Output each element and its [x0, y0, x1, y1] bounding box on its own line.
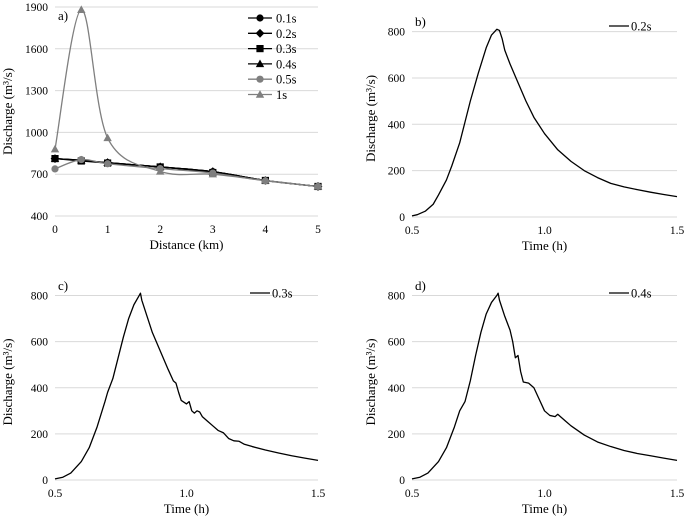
data-point — [313, 182, 323, 190]
x-tick-label: 2 — [157, 224, 163, 236]
y-tick-label: 400 — [388, 119, 406, 131]
x-tick-label: 1.0 — [537, 488, 552, 500]
y-axis-label: Discharge (m³/s) — [0, 68, 15, 155]
y-axis-label: Discharge (m³/s) — [0, 338, 15, 425]
x-tick-label: 1.0 — [537, 225, 552, 237]
data-point — [261, 176, 270, 184]
y-tick-label: 0 — [42, 475, 48, 487]
legend-marker — [256, 75, 264, 83]
data-point — [208, 169, 217, 178]
data-point — [77, 155, 85, 164]
y-tick-label: 0 — [399, 212, 405, 224]
y-tick-label: 200 — [31, 429, 49, 441]
series-line-0.4s — [411, 292, 678, 480]
panel-label: d) — [415, 278, 426, 293]
legend-marker — [256, 45, 264, 53]
y-tick-label: 700 — [31, 169, 49, 181]
x-tick-label: 3 — [210, 224, 216, 236]
y-tick-label: 600 — [388, 73, 406, 85]
legend-label: 0.5s — [276, 73, 297, 87]
x-tick-label: 0 — [52, 224, 58, 236]
x-tick-label: 1 — [105, 224, 111, 236]
chart-panel-d: 0 200 400 600 800 0.5 1.0 1.5 Time (h) Discharge … — [363, 278, 684, 516]
legend-label: 0.1s — [276, 12, 297, 26]
series-line-0.3s — [54, 292, 319, 480]
y-tick-label: 600 — [388, 337, 406, 349]
y-tick-label: 400 — [31, 383, 49, 395]
legend-marker — [256, 14, 264, 22]
panel-label: b) — [415, 14, 426, 29]
x-axis-label: Time (h) — [522, 238, 567, 253]
data-point — [103, 133, 112, 142]
data-point — [104, 160, 112, 168]
x-tick-label: 5 — [315, 224, 321, 236]
legend-label: 1s — [276, 88, 287, 102]
legend-marker — [255, 28, 265, 38]
x-tick-label: 1.5 — [311, 488, 326, 500]
chart-panel-a: 400 700 1000 1300 1600 1900 0 1 2 3 4 5 Distance (km… — [0, 2, 323, 252]
y-tick-label: 200 — [388, 429, 406, 441]
y-tick-label: 1600 — [25, 44, 48, 56]
x-tick-label: 0.5 — [48, 488, 63, 500]
data-point — [50, 144, 60, 153]
y-tick-label: 0 — [399, 475, 405, 487]
y-tick-label: 800 — [388, 291, 406, 303]
panel-label: c) — [58, 278, 68, 293]
legend-label: 0.4s — [631, 287, 652, 301]
x-tick-label: 1.5 — [670, 225, 685, 237]
legend-label: 0.2s — [276, 27, 297, 41]
y-tick-label: 1900 — [25, 2, 48, 14]
legend-label: 0.3s — [272, 287, 293, 301]
y-tick-label: 200 — [388, 166, 406, 178]
legend-label: 0.4s — [276, 57, 297, 71]
chart-panel-c: 0 200 400 600 800 0.5 1.0 1.5 Time (h) Discharge … — [0, 278, 325, 516]
legend-marker — [255, 59, 265, 68]
x-tick-label: 1.0 — [179, 488, 194, 500]
y-tick-label: 800 — [388, 27, 406, 39]
legend-label: 0.2s — [631, 20, 652, 34]
data-point — [156, 167, 165, 175]
x-axis-label: Time (h) — [164, 501, 209, 516]
y-tick-label: 600 — [31, 337, 49, 349]
chart-panel-b: 0 200 400 600 800 0.5 1.0 1.5 Time (h) Discharge … — [363, 14, 684, 253]
x-tick-label: 0.5 — [405, 225, 420, 237]
data-point — [77, 5, 86, 13]
y-tick-label: 1300 — [25, 86, 48, 98]
x-tick-label: 0.5 — [405, 488, 420, 500]
legend-label: 0.3s — [276, 42, 297, 56]
panel-label: a) — [58, 8, 68, 23]
x-axis-label: Distance (km) — [149, 237, 223, 252]
y-tick-label: 800 — [31, 291, 49, 303]
x-tick-label: 1.5 — [670, 488, 685, 500]
y-tick-label: 400 — [388, 383, 406, 395]
y-axis-label: Discharge (m³/s) — [363, 338, 378, 425]
y-tick-label: 400 — [31, 211, 49, 223]
data-point — [50, 154, 60, 162]
series-line-1s — [54, 9, 319, 188]
legend-marker — [255, 90, 265, 98]
y-axis-label: Discharge (m³/s) — [363, 75, 378, 162]
series-line-0.2s — [411, 28, 678, 217]
y-tick-label: 1000 — [25, 127, 48, 139]
data-point — [51, 165, 59, 173]
x-axis-label: Time (h) — [522, 501, 567, 516]
x-tick-label: 4 — [263, 224, 269, 236]
